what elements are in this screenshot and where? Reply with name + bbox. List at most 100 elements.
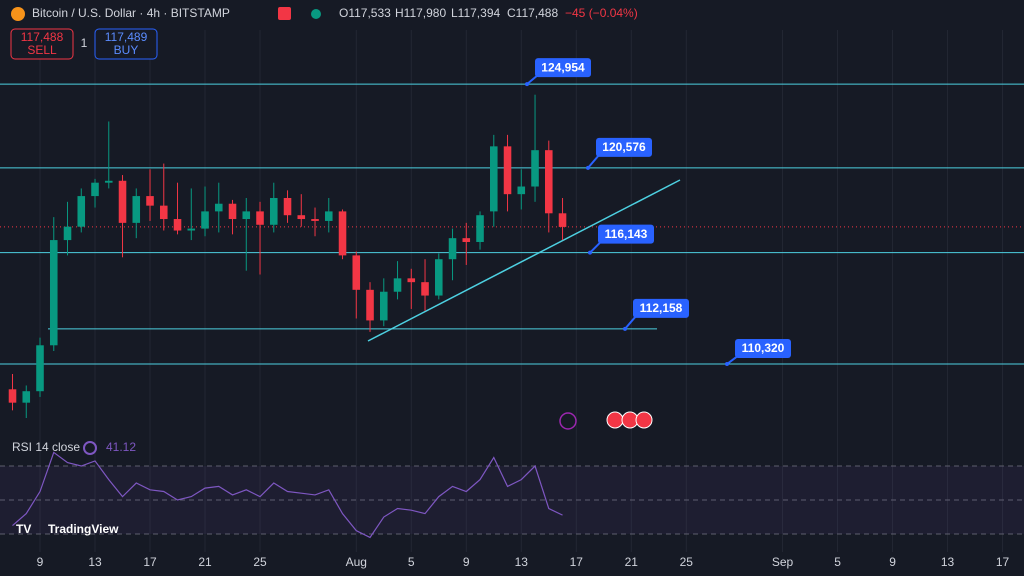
- x-tick-label: 21: [625, 555, 639, 569]
- candle-body: [132, 196, 141, 223]
- ohlc-low: L117,394: [451, 6, 500, 20]
- x-tick-label: 17: [143, 555, 157, 569]
- candle-body: [173, 219, 182, 231]
- symbol-icon: [11, 7, 25, 21]
- candle-body: [393, 278, 402, 292]
- brand-name: TradingView: [48, 522, 119, 536]
- level-label: 120,576: [602, 140, 646, 154]
- overlay: 9 13 17 21 25 Aug 5 9 13 17 21 25 Sep 5 9 13 17 124,954 12…: [37, 58, 1010, 569]
- candle-body: [22, 391, 31, 403]
- candle-body: [269, 197, 278, 225]
- candle-body: [366, 289, 374, 321]
- quantity: 1: [81, 36, 88, 50]
- label-anchor: [725, 362, 729, 367]
- buy-button[interactable]: [94, 28, 158, 60]
- x-tick-label: 25: [680, 555, 694, 569]
- news-icon[interactable]: [635, 411, 653, 429]
- rsi-line: [12, 451, 563, 539]
- plot: [0, 83, 1024, 539]
- x-tick-label: 25: [253, 555, 267, 569]
- symbol[interactable]: Bitcoin / U.S. Dollar · 4h · BITSTAMP: [32, 6, 230, 20]
- brand-logo: TV: [16, 522, 31, 536]
- candle-body: [462, 238, 471, 242]
- ohlc-high: H117,980: [395, 6, 446, 20]
- level-label: 110,320: [742, 341, 785, 355]
- candle-body: [91, 182, 99, 197]
- sell-price[interactable]: 117,488: [21, 30, 64, 44]
- candle-body: [36, 345, 44, 392]
- flag-icon[interactable]: [278, 7, 291, 20]
- candle-body: [448, 238, 457, 260]
- candle-body: [338, 211, 347, 256]
- x-tick-label: 9: [37, 555, 44, 569]
- candle-body: [352, 255, 361, 290]
- x-tick-label: 5: [834, 555, 841, 569]
- label-box: [633, 298, 689, 318]
- sell-button[interactable]: [10, 28, 74, 60]
- candle-body: [476, 215, 484, 242]
- x-tick-label: 17: [570, 555, 584, 569]
- candle-body: [531, 150, 539, 187]
- news-icon[interactable]: [606, 411, 624, 429]
- candle-body: [324, 211, 333, 221]
- candle-body: [49, 240, 58, 346]
- level-label: 124,954: [541, 60, 585, 74]
- rsi-value: 41.12: [106, 440, 136, 454]
- grid: [0, 30, 1024, 552]
- candle-body: [242, 211, 251, 220]
- candle-body: [311, 219, 319, 221]
- candle-body: [104, 180, 113, 183]
- candle-body: [503, 146, 512, 195]
- label-box: [596, 137, 652, 157]
- x-tick-label: Sep: [772, 555, 794, 569]
- x-tick-label: Aug: [346, 555, 367, 569]
- label-anchor: [623, 326, 627, 331]
- candle-body: [283, 197, 292, 216]
- event-icon[interactable]: [559, 412, 577, 430]
- x-tick-label: 17: [996, 555, 1010, 569]
- rsi-icon[interactable]: [83, 441, 97, 455]
- candle-body: [63, 226, 72, 241]
- candle-body: [558, 213, 567, 227]
- label-box: [598, 224, 654, 244]
- sell-label[interactable]: SELL: [27, 43, 57, 57]
- x-tick-label: 5: [408, 555, 415, 569]
- label-anchor: [588, 250, 592, 255]
- x-tick-label: 13: [515, 555, 529, 569]
- x-tick-label: 9: [463, 555, 470, 569]
- ohlc-close: C117,488: [507, 6, 558, 20]
- candle-body: [297, 215, 306, 220]
- candle-body: [8, 389, 17, 403]
- x-tick-label: 21: [198, 555, 212, 569]
- candle-body: [489, 146, 498, 212]
- candle-body: [187, 228, 196, 231]
- buy-price[interactable]: 117,489: [105, 30, 148, 44]
- candle-body: [214, 203, 223, 212]
- ohlc-open: O117,533: [339, 6, 391, 20]
- candle-body: [118, 180, 127, 223]
- candle-body: [201, 211, 209, 229]
- candle-body: [379, 291, 388, 321]
- buy-label[interactable]: BUY: [114, 43, 139, 57]
- rsi-title: RSI 14 close: [12, 440, 80, 454]
- candle-body: [545, 150, 553, 214]
- candle-body: [159, 205, 168, 220]
- candle-body: [407, 278, 416, 283]
- x-tick-label: 13: [88, 555, 102, 569]
- label-anchor: [525, 82, 529, 87]
- level-label: 112,158: [640, 301, 683, 315]
- candle-body: [228, 203, 237, 220]
- candle-body: [421, 282, 429, 296]
- candle-body: [77, 196, 86, 227]
- candle-body: [434, 259, 443, 296]
- label-box: [535, 58, 591, 78]
- candle-body: [517, 186, 526, 195]
- label-anchor: [586, 165, 590, 170]
- candle-body: [146, 196, 154, 206]
- label-box: [735, 339, 791, 359]
- x-tick-label: 9: [889, 555, 896, 569]
- ohlc-change: −45 (−0.04%): [565, 6, 638, 20]
